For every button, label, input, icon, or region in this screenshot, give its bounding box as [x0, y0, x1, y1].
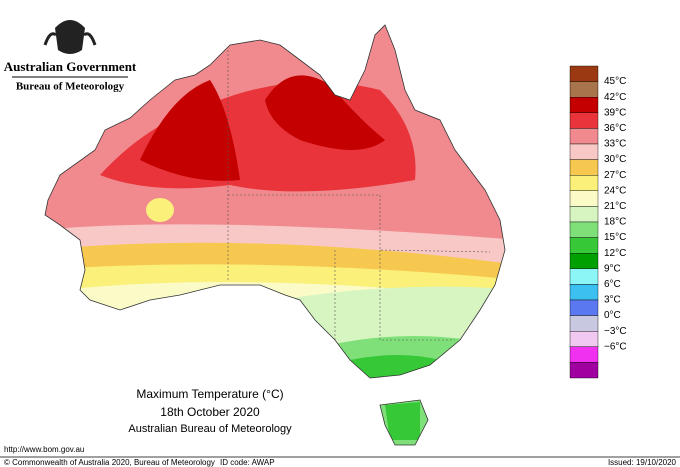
- map-title: Maximum Temperature (°C): [136, 387, 283, 401]
- bureau: Bureau of Meteorology: [16, 81, 125, 93]
- legend-label: 12°C: [604, 248, 626, 259]
- footer-copyright: © Commonwealth of Australia 2020, Bureau…: [4, 458, 215, 467]
- logo: [43, 20, 97, 54]
- legend-label: 18°C: [604, 217, 626, 228]
- map-date: 18th October 2020: [160, 405, 260, 419]
- legend: 45°C 42°C 39°C 36°C 33°C 30°C 27°C 24°C 21°C 18°C…: [569, 65, 627, 379]
- legend-label: 9°C: [604, 263, 621, 274]
- legend-swatch: [569, 299, 599, 316]
- legend-label: −3°C: [604, 326, 627, 337]
- legend-label: 39°C: [604, 107, 626, 118]
- legend-swatch: [569, 65, 599, 82]
- legend-label: 45°C: [604, 76, 626, 87]
- map-source: Australian Bureau of Meteorology: [128, 423, 292, 435]
- footer-id: ID code: AWAP: [220, 458, 275, 467]
- legend-swatch: [569, 221, 599, 238]
- footer-url: http://www.bom.gov.au: [4, 445, 84, 454]
- legend-swatch: [569, 96, 599, 113]
- legend-swatch: [569, 190, 599, 207]
- footer-issued: Issued: 19/10/2020: [608, 458, 677, 467]
- legend-swatch: [569, 331, 599, 348]
- legend-swatch: [569, 315, 599, 332]
- legend-swatch: [569, 346, 599, 363]
- legend-swatch: [569, 268, 599, 285]
- legend-label: 21°C: [604, 201, 626, 212]
- legend-label: 24°C: [604, 185, 626, 196]
- legend-swatch: [569, 206, 599, 223]
- legend-label: 6°C: [604, 279, 621, 290]
- legend-label: 0°C: [604, 310, 621, 321]
- legend-swatch: [569, 159, 599, 176]
- state-borders: [227, 50, 491, 341]
- legend-swatch: [569, 128, 599, 145]
- legend-swatch: [569, 174, 599, 191]
- coastline: [44, 24, 506, 446]
- legend-label: 36°C: [604, 123, 626, 134]
- legend-swatch: [569, 112, 599, 129]
- legend-label: 33°C: [604, 139, 626, 150]
- legend-label: 27°C: [604, 170, 626, 181]
- legend-swatch: [569, 237, 599, 254]
- legend-swatch: [569, 143, 599, 160]
- agency: Australian Government: [4, 59, 137, 74]
- legend-label: 3°C: [604, 295, 621, 306]
- legend-swatch: [569, 362, 599, 379]
- legend-swatch: [569, 284, 599, 301]
- legend-swatch: [569, 81, 599, 98]
- legend-label: 42°C: [604, 92, 626, 103]
- legend-label: 30°C: [604, 154, 626, 165]
- legend-swatch: [569, 252, 599, 269]
- legend-label: −6°C: [604, 341, 627, 352]
- legend-label: 15°C: [604, 232, 626, 243]
